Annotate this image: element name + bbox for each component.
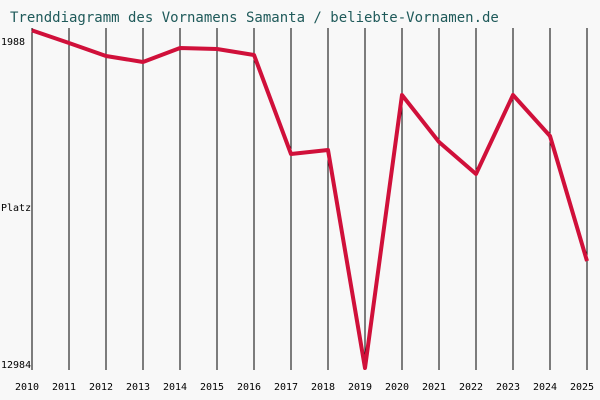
x-tick-label: 2020 bbox=[385, 382, 409, 393]
x-tick-label: 2018 bbox=[311, 382, 335, 393]
x-tick-label: 2015 bbox=[200, 382, 224, 393]
chart-title: Trenddiagramm des Vornamens Samanta / be… bbox=[10, 10, 499, 26]
x-tick-label: 2014 bbox=[163, 382, 187, 393]
x-tick-label: 2017 bbox=[274, 382, 298, 393]
x-tick-label: 2010 bbox=[15, 382, 39, 393]
x-tick-label: 2024 bbox=[533, 382, 557, 393]
y-axis-label: Platz bbox=[1, 203, 31, 214]
x-tick-label: 2022 bbox=[459, 382, 483, 393]
x-tick-label: 2019 bbox=[348, 382, 372, 393]
y-tick-label: 12984 bbox=[1, 360, 31, 371]
x-tick-label: 2013 bbox=[126, 382, 150, 393]
x-tick-label: 2023 bbox=[496, 382, 520, 393]
x-tick-label: 2025 bbox=[570, 382, 594, 393]
line-series bbox=[31, 28, 589, 371]
x-tick-label: 2016 bbox=[237, 382, 261, 393]
x-tick-label: 2012 bbox=[89, 382, 113, 393]
y-tick-label: 1988 bbox=[1, 37, 25, 48]
x-tick-label: 2011 bbox=[52, 382, 76, 393]
x-tick-label: 2021 bbox=[422, 382, 446, 393]
